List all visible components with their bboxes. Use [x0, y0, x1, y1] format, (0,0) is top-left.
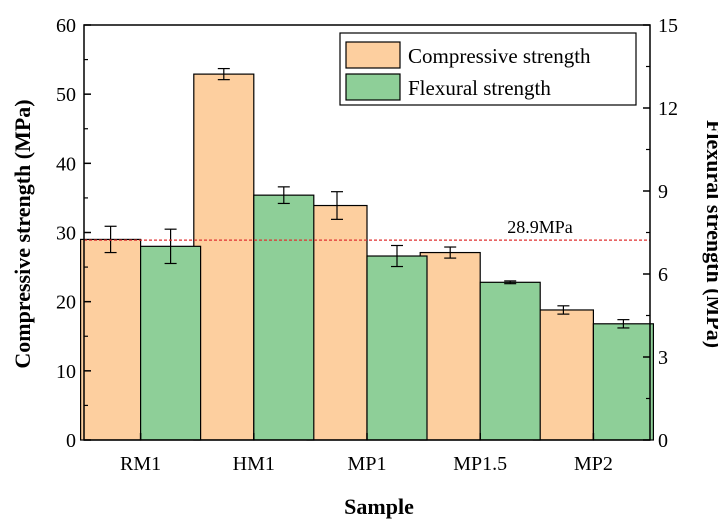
reference-line-label: 28.9MPa	[507, 217, 573, 237]
error-bar-compressive-mp2	[557, 305, 570, 315]
x-tick-label-hm1: HM1	[233, 453, 275, 475]
bar-flexural-rm1	[140, 245, 202, 441]
bar-compressive-mp1	[306, 204, 368, 441]
left-tick-label: 40	[56, 153, 76, 175]
error-bar-flexural-rm1	[164, 228, 177, 265]
error-bar-compressive-mp1	[331, 191, 343, 220]
error-bar-flexural-hm1	[277, 186, 290, 205]
error-bars-layer	[104, 67, 630, 329]
left-tick-label: 0	[66, 430, 76, 452]
bars-layer	[79, 73, 655, 441]
left-tick-label: 50	[56, 84, 76, 106]
bar-flexural-mp2	[592, 323, 655, 441]
right-tick-label: 15	[658, 15, 678, 37]
right-tick-label: 3	[658, 347, 668, 369]
legend-label-compressive: Compressive strength	[408, 44, 591, 68]
error-bar-flexural-mp2	[617, 319, 630, 329]
left-tick-label: 60	[56, 15, 76, 37]
x-axis-ticks: RM1 HM1 MP1 MP1.5 MP2	[120, 433, 613, 475]
error-bar-flexural-mp1-5	[504, 280, 517, 285]
right-tick-label: 12	[658, 98, 678, 120]
legend-swatch-compressive	[345, 41, 401, 69]
bar-flexural-hm1	[253, 194, 315, 441]
right-axis-ticks: 0 3 6 9 12 15	[643, 15, 678, 452]
error-bar-compressive-hm1	[217, 67, 230, 81]
bar-compressive-mp2	[532, 309, 595, 441]
right-tick-label: 0	[658, 430, 668, 452]
left-tick-label: 20	[56, 292, 76, 314]
bar-compressive-rm1	[79, 238, 142, 441]
bar-flexural-mp1	[366, 255, 428, 441]
right-tick-label: 9	[658, 181, 668, 203]
left-tick-label: 30	[56, 223, 76, 245]
x-tick-label-mp2: MP2	[574, 453, 613, 475]
legend-swatch-flexural	[345, 73, 401, 101]
bar-flexural-mp1-5	[479, 281, 541, 441]
x-tick-label-rm1: RM1	[120, 453, 161, 475]
y2-axis-title: Flexural strength (MPa)	[702, 120, 718, 348]
x-axis-title: Sample	[344, 494, 414, 519]
x-tick-label-mp1-5: MP1.5	[453, 453, 507, 475]
error-bar-compressive-mp1-5	[444, 246, 457, 259]
legend: Compressive strength Flexural strength	[339, 32, 637, 106]
bar-compressive-hm1	[193, 73, 255, 441]
left-tick-label: 10	[56, 361, 76, 383]
error-bar-compressive-rm1	[104, 225, 117, 254]
x-tick-label-mp1: MP1	[348, 453, 387, 475]
error-bar-flexural-mp1	[391, 244, 403, 268]
y-axis-title: Compressive strength (MPa)	[10, 99, 35, 368]
right-tick-label: 6	[658, 264, 668, 286]
bar-compressive-mp1-5	[419, 251, 481, 441]
legend-label-flexural: Flexural strength	[408, 76, 551, 100]
left-axis-ticks: 0 10 20 30 40 50 60	[56, 15, 91, 452]
